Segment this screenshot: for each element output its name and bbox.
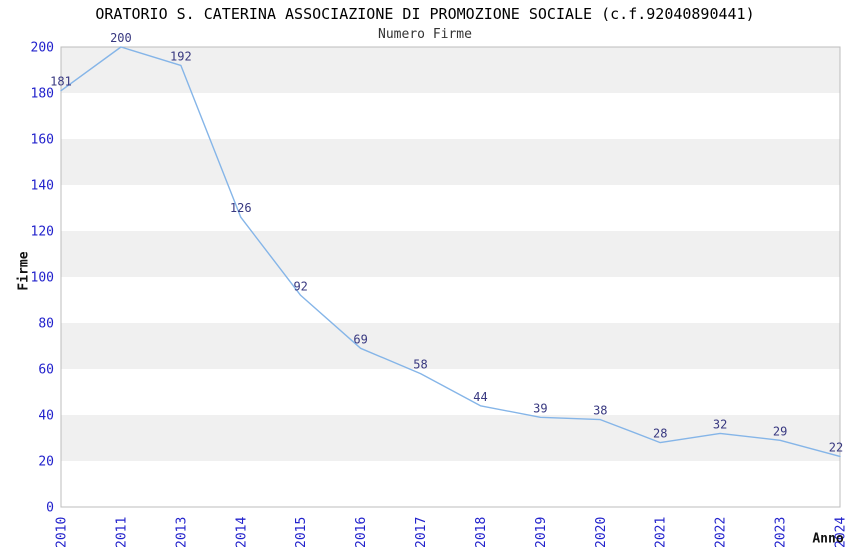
x-tick-label: 2019 [534, 517, 549, 548]
x-tick-label: 2011 [114, 517, 129, 548]
chart-subtitle: Numero Firme [378, 27, 472, 42]
y-tick-label: 140 [31, 179, 54, 194]
data-label: 28 [653, 427, 667, 441]
x-tick-label: 2016 [354, 517, 369, 548]
data-label: 181 [50, 75, 72, 89]
y-tick-label: 180 [31, 87, 54, 102]
y-tick-label: 20 [38, 455, 54, 470]
x-tick-label: 2017 [414, 517, 429, 548]
x-tick-label: 2020 [594, 517, 609, 548]
plot-band [61, 231, 840, 277]
x-tick-label: 2013 [174, 517, 189, 548]
data-label: 29 [773, 424, 787, 438]
data-label: 192 [170, 49, 192, 63]
x-tick-label: 2021 [654, 517, 669, 548]
y-tick-label: 160 [31, 133, 54, 148]
y-tick-label: 80 [38, 317, 54, 332]
x-tick-label: 2022 [714, 517, 729, 548]
x-tick-label: 2024 [834, 517, 849, 548]
y-axis-title: Firme [16, 251, 32, 291]
x-tick-label: 2023 [774, 517, 789, 548]
plot-band [61, 415, 840, 461]
y-tick-label: 120 [31, 225, 54, 240]
data-label: 44 [473, 390, 487, 404]
data-label: 200 [110, 31, 132, 45]
y-tick-label: 60 [38, 363, 54, 378]
data-label: 22 [829, 440, 843, 454]
plot-band [61, 47, 840, 93]
plot-border [60, 46, 841, 508]
plot-band [61, 323, 840, 369]
x-tick-label: 2014 [234, 517, 249, 548]
data-label: 69 [353, 332, 367, 346]
data-label: 39 [533, 401, 547, 415]
y-tick-label: 40 [38, 409, 54, 424]
data-label: 38 [593, 404, 607, 418]
x-axis-title: Anno [812, 531, 844, 547]
data-label: 92 [293, 279, 307, 293]
chart-title: ORATORIO S. CATERINA ASSOCIAZIONE DI PRO… [95, 5, 755, 23]
y-tick-label: 0 [46, 501, 54, 516]
series-line [60, 46, 841, 458]
y-tick-label: 100 [31, 271, 54, 286]
data-label: 58 [413, 358, 427, 372]
x-tick-label: 2010 [55, 517, 70, 548]
plot-band [61, 139, 840, 185]
data-label: 32 [713, 417, 727, 431]
y-tick-label: 200 [31, 41, 54, 56]
x-tick-label: 2018 [474, 517, 489, 548]
x-tick-label: 2015 [294, 517, 309, 548]
data-label: 126 [230, 201, 252, 215]
